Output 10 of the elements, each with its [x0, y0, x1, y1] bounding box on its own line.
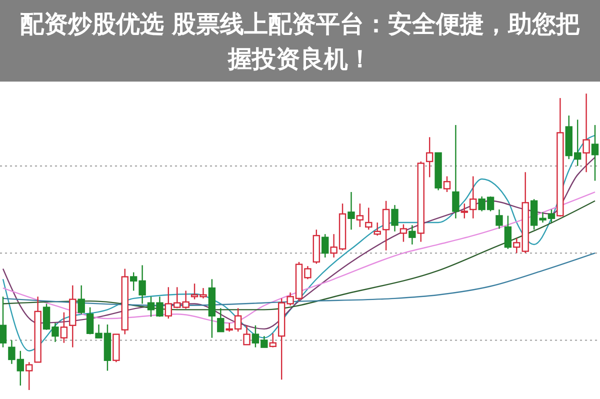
candlestick — [348, 191, 355, 230]
candlestick — [582, 93, 590, 173]
candlestick — [69, 284, 76, 348]
candlestick — [452, 124, 460, 219]
candlestick — [426, 136, 434, 178]
candlestick — [496, 208, 503, 230]
candlestick — [391, 204, 398, 232]
candlestick — [408, 224, 416, 246]
chart-title: 配资炒股优选 股票线上配资平台：安全便捷，助您把握投资良机！ — [20, 10, 580, 73]
candlestick — [591, 124, 599, 182]
